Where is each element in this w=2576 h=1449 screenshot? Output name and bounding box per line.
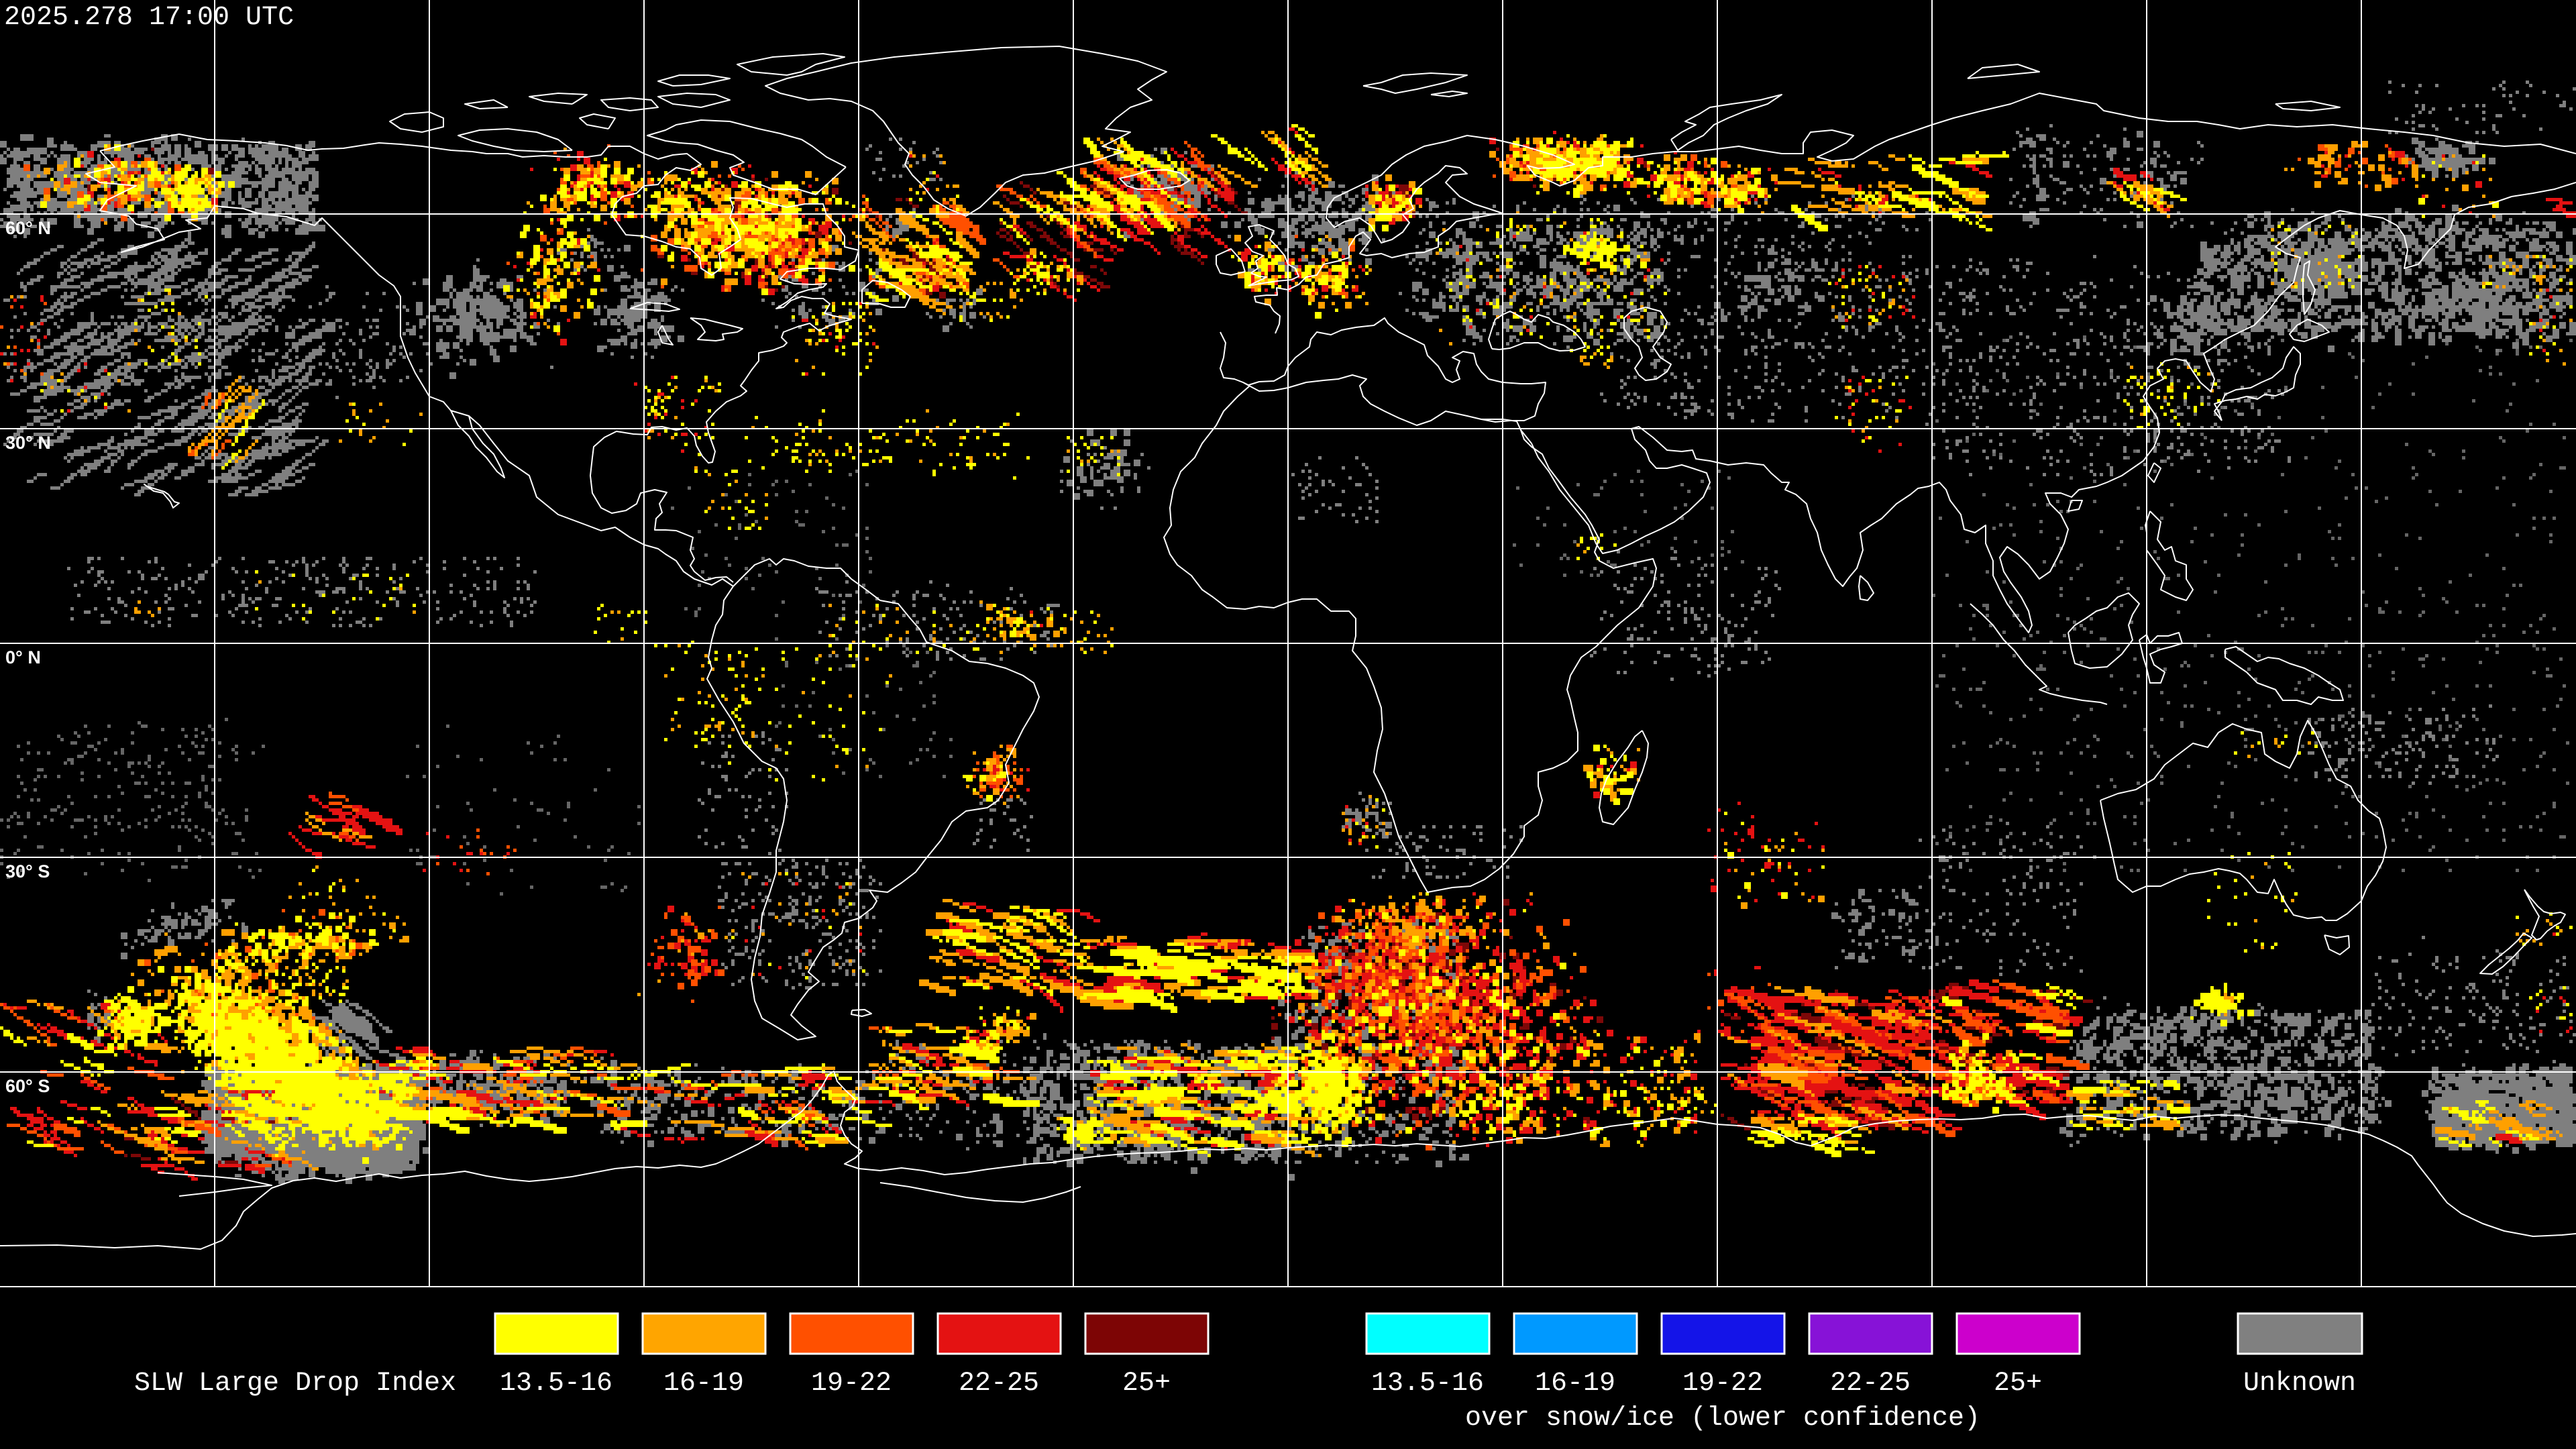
- svg-text:SLW Large Drop Index: SLW Large Drop Index: [134, 1368, 456, 1399]
- svg-text:60° S: 60° S: [5, 1076, 50, 1096]
- svg-text:0° N: 0° N: [5, 647, 41, 667]
- svg-text:25+: 25+: [1122, 1368, 1171, 1399]
- svg-text:2025.278 17:00 UTC: 2025.278 17:00 UTC: [4, 3, 294, 33]
- svg-text:30° S: 30° S: [5, 861, 50, 881]
- svg-text:22-25: 22-25: [1830, 1368, 1911, 1399]
- svg-text:25+: 25+: [1994, 1368, 2042, 1399]
- svg-text:19-22: 19-22: [811, 1368, 892, 1399]
- svg-text:16-19: 16-19: [1535, 1368, 1615, 1399]
- svg-text:Unknown: Unknown: [2243, 1368, 2356, 1399]
- svg-text:13.5-16: 13.5-16: [500, 1368, 612, 1399]
- svg-text:19-22: 19-22: [1682, 1368, 1763, 1399]
- svg-text:13.5-16: 13.5-16: [1371, 1368, 1484, 1399]
- svg-text:60° N: 60° N: [5, 218, 51, 238]
- svg-text:16-19: 16-19: [663, 1368, 744, 1399]
- svg-text:over snow/ice (lower confidenc: over snow/ice (lower confidence): [1465, 1403, 1980, 1434]
- svg-text:22-25: 22-25: [959, 1368, 1039, 1399]
- svg-text:30° N: 30° N: [5, 433, 51, 453]
